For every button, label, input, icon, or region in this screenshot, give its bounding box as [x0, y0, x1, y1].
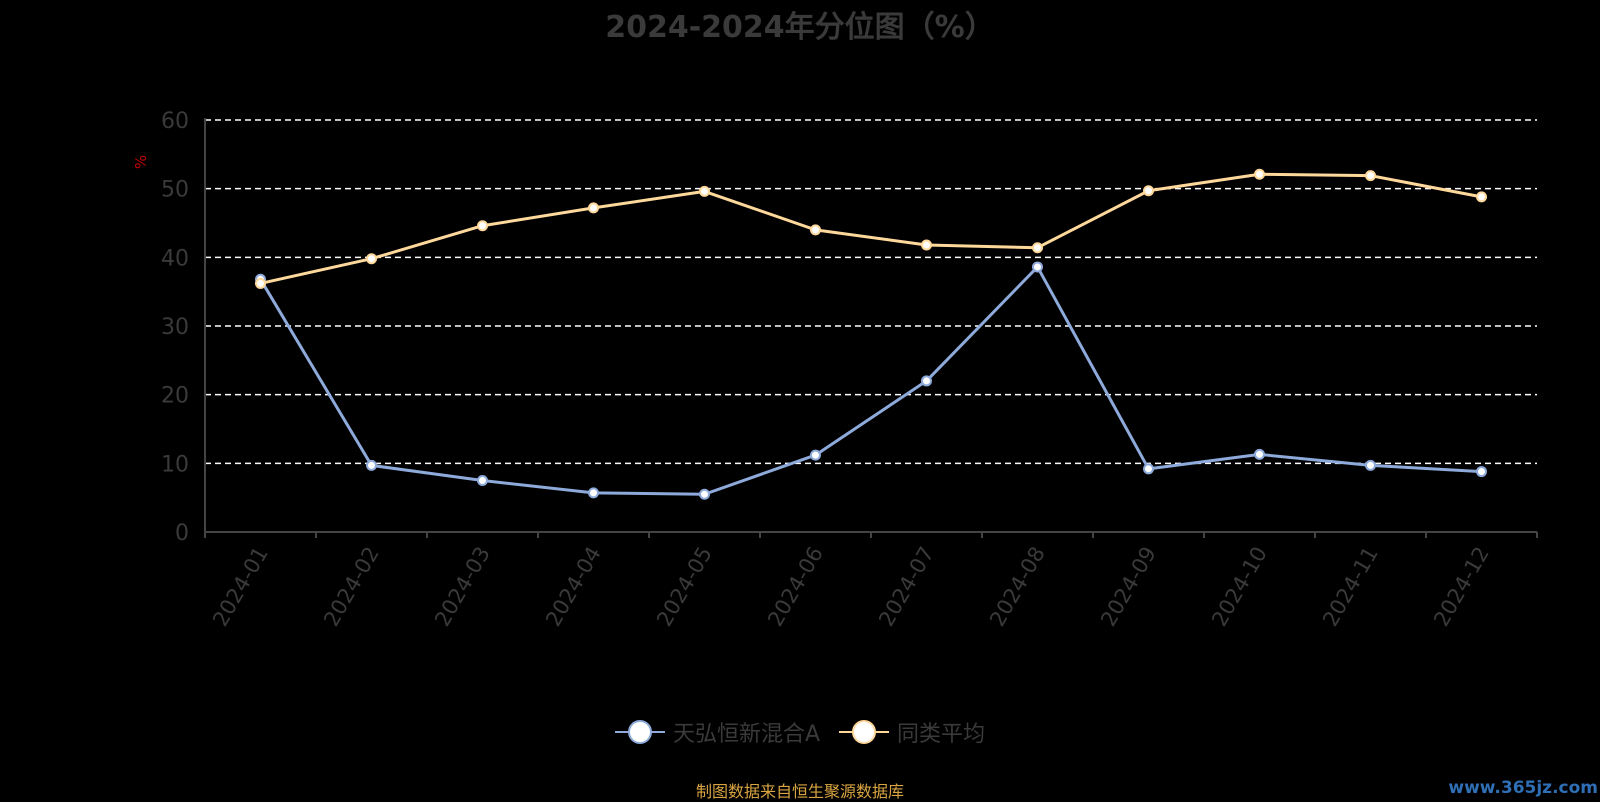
series-line: [259, 265, 1482, 496]
y-tick-label: 60: [161, 109, 189, 134]
data-point: [255, 277, 266, 289]
x-tick-label: 2024-10: [1207, 543, 1272, 631]
data-point: [1032, 242, 1043, 254]
data-point: [699, 488, 710, 500]
data-point: [810, 449, 821, 461]
y-tick-label: 10: [161, 452, 189, 477]
data-point: [1143, 463, 1154, 475]
y-tick-label: 30: [161, 315, 189, 340]
series-line: [260, 172, 1482, 285]
x-tick-label: 2024-05: [652, 543, 717, 631]
data-point: [921, 239, 932, 251]
x-tick-label: 2024-11: [1318, 543, 1383, 631]
data-point: [699, 185, 710, 197]
legend-label-series-1: 天弘恒新混合A: [672, 722, 821, 747]
legend-marker-series-2: [839, 720, 890, 744]
y-tick-label: 50: [161, 178, 189, 203]
data-source-note: 制图数据来自恒生聚源数据库: [695, 782, 904, 801]
legend-label-series-2: 同类平均: [897, 722, 986, 747]
data-point: [366, 459, 377, 471]
legend-item-series-1[interactable]: 天弘恒新混合A: [614, 716, 821, 748]
data-point: [366, 253, 377, 265]
data-point: [1254, 448, 1265, 460]
data-point: [921, 375, 932, 387]
data-point: [477, 475, 488, 486]
legend-item-series-2[interactable]: 同类平均: [839, 716, 985, 748]
legend-marker-series-1: [614, 720, 665, 744]
x-tick-label: 2024-04: [541, 543, 606, 631]
x-tick-label: 2024-07: [874, 543, 939, 631]
data-point: [588, 202, 599, 214]
watermark: www.365jz.com: [1448, 778, 1598, 798]
data-point: [588, 487, 599, 499]
x-tick-label: 2024-02: [319, 543, 384, 631]
y-tick-label: 0: [175, 521, 189, 546]
y-tick-label: 40: [161, 246, 189, 271]
x-tick-label: 2024-03: [430, 543, 495, 631]
data-point: [810, 224, 821, 236]
data-point: [1143, 185, 1154, 197]
x-tick-label: 2024-12: [1429, 543, 1494, 631]
data-point: [477, 220, 488, 232]
data-point: [1365, 170, 1376, 182]
chart-title: 2024-2024年分位图（%）: [605, 10, 995, 45]
y-tick-label: 20: [161, 384, 189, 409]
data-point: [1365, 459, 1376, 471]
legend: 天弘恒新混合A 同类平均: [0, 716, 1600, 750]
data-point: [1476, 191, 1487, 203]
x-tick-label: 2024-06: [763, 543, 828, 631]
data-point: [1032, 261, 1043, 273]
x-tick-label: 2024-01: [208, 543, 273, 631]
data-point: [1254, 168, 1265, 180]
series-1: [255, 261, 1487, 500]
series-2: [255, 168, 1487, 289]
y-axis-unit-label: %: [132, 155, 150, 169]
data-point: [1476, 466, 1487, 478]
x-tick-label: 2024-09: [1096, 543, 1161, 631]
x-tick-label: 2024-08: [985, 543, 1050, 631]
